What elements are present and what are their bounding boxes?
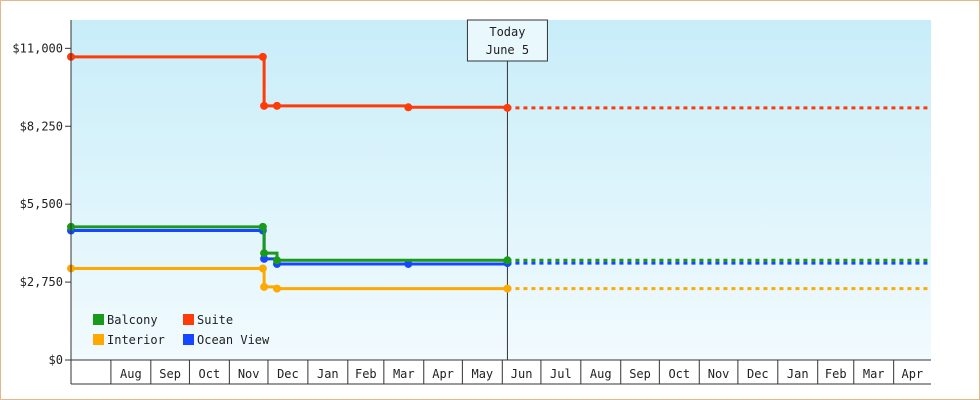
x-tick-label: Oct [668,367,690,381]
today-box [466,19,548,62]
x-tick-label: Aug [120,367,142,381]
data-point-suite[interactable] [272,101,281,110]
x-tick-label: Mar [393,367,415,381]
data-point-balcony[interactable] [258,222,267,231]
x-tick-label: Sep [159,367,181,381]
x-tick-label: Feb [355,367,377,381]
data-point-balcony[interactable] [260,249,269,258]
data-point-suite[interactable] [258,52,267,61]
plot-background [71,20,931,360]
series-suite [67,52,931,112]
x-tick-label: Apr [901,367,923,381]
legend-label-ocean-view: Ocean View [197,333,270,347]
legend-label-balcony: Balcony [107,313,158,327]
today-label: Today [489,25,525,39]
y-tick-label: $0 [49,353,63,367]
x-tick-label: Jan [787,367,809,381]
x-tick-label: Jun [511,367,533,381]
y-tick-label: $2,750 [20,275,63,289]
x-tick-label: Aug [590,367,612,381]
legend-swatch-balcony [93,314,104,325]
x-tick-label: Jan [317,367,339,381]
legend-swatch-suite [183,314,194,325]
x-tick-label: Oct [199,367,221,381]
y-tick-label: $5,500 [20,197,63,211]
x-tick-label: Sep [629,367,651,381]
data-point-ocean-view[interactable] [404,259,413,268]
y-tick-label: $11,000 [12,41,63,55]
x-tick-label: Nov [238,367,260,381]
y-tick-label: $8,250 [20,119,63,133]
legend-swatch-interior [93,334,104,345]
series-interior [67,264,931,293]
data-point-interior[interactable] [503,284,512,293]
data-point-interior[interactable] [272,284,281,293]
x-tick-label: Mar [863,367,885,381]
legend-swatch-ocean-view [183,334,194,345]
x-tick-label: Jul [550,367,572,381]
x-tick-label: Nov [708,367,730,381]
x-tick-label: May [471,367,493,381]
data-point-suite[interactable] [503,103,512,112]
x-tick-label: Dec [747,367,769,381]
data-point-balcony[interactable] [272,256,281,265]
data-point-interior[interactable] [260,282,269,291]
x-tick-label: Dec [277,367,299,381]
legend-label-suite: Suite [197,313,233,327]
data-point-interior[interactable] [258,264,267,273]
today-date-label: June 5 [486,43,529,57]
data-point-suite[interactable] [404,103,413,112]
x-tick-label: Apr [432,367,454,381]
data-point-ocean-view[interactable] [260,254,269,263]
x-tick-label: Feb [825,367,847,381]
data-point-suite[interactable] [260,101,269,110]
legend-label-interior: Interior [107,333,165,347]
data-point-balcony[interactable] [503,256,512,265]
